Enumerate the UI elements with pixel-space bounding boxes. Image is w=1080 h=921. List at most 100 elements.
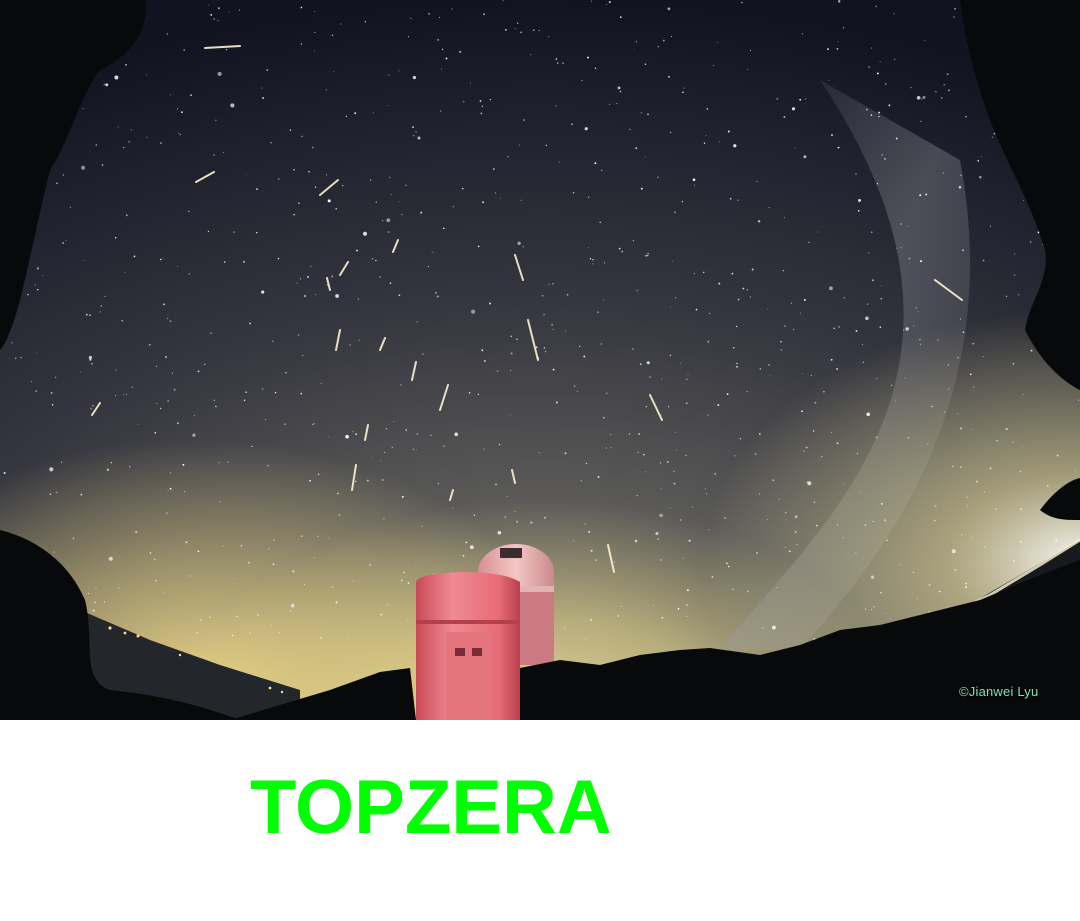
meteor-streak (607, 544, 615, 573)
star (293, 214, 295, 216)
star (133, 255, 136, 258)
star (790, 302, 793, 304)
star (632, 239, 635, 242)
star (661, 616, 664, 619)
star (223, 151, 225, 153)
star (707, 414, 709, 416)
star (767, 519, 769, 520)
star (726, 393, 729, 396)
photo-credit: ©Jianwei Lyu (959, 684, 1039, 699)
star (249, 632, 251, 634)
star (352, 431, 354, 433)
star (104, 295, 106, 298)
star (381, 479, 384, 481)
star (686, 378, 688, 380)
star (160, 258, 162, 261)
star (669, 354, 672, 357)
star (1028, 553, 1030, 555)
star (645, 471, 647, 473)
star (771, 625, 776, 630)
star (412, 75, 417, 80)
star (210, 14, 213, 16)
star (558, 161, 560, 163)
star (931, 405, 933, 408)
star (871, 231, 873, 233)
star (837, 146, 840, 149)
star (682, 91, 684, 94)
star (776, 97, 779, 100)
star (312, 423, 314, 426)
star (328, 436, 330, 438)
star (890, 384, 893, 387)
star (761, 626, 764, 629)
star (767, 363, 770, 366)
star (868, 252, 870, 254)
star (483, 13, 485, 15)
star (407, 36, 410, 38)
star (499, 197, 501, 199)
star (948, 388, 950, 390)
star (746, 289, 749, 291)
star (115, 369, 117, 371)
star (463, 100, 465, 103)
star (335, 207, 337, 210)
star (103, 601, 106, 603)
star (610, 447, 612, 449)
star (599, 221, 601, 223)
star (543, 347, 546, 349)
star (523, 119, 525, 122)
star (192, 433, 196, 437)
star (272, 563, 275, 566)
star (657, 538, 659, 540)
star (803, 155, 807, 159)
star (555, 105, 557, 107)
star (725, 562, 728, 565)
star (121, 319, 124, 322)
star (711, 575, 714, 578)
star (943, 411, 946, 413)
star (772, 479, 775, 482)
star (470, 82, 472, 84)
star (548, 36, 550, 38)
star (668, 76, 670, 78)
star (79, 371, 81, 373)
star (35, 352, 37, 354)
star (412, 126, 414, 129)
star (82, 107, 84, 109)
star (866, 303, 869, 305)
star (573, 540, 575, 542)
star (178, 132, 180, 134)
star (166, 33, 168, 35)
star (128, 141, 130, 143)
star (407, 582, 410, 585)
star (148, 343, 151, 346)
star (166, 512, 168, 514)
star (635, 41, 637, 43)
star (545, 144, 547, 147)
star (371, 457, 373, 459)
star (118, 587, 120, 590)
star (364, 21, 367, 23)
star (338, 514, 341, 516)
star (398, 70, 400, 72)
star (957, 356, 959, 359)
star (993, 132, 996, 135)
star (261, 87, 263, 89)
star (249, 322, 252, 325)
star (243, 399, 246, 402)
star (530, 521, 533, 524)
star (155, 579, 157, 582)
star (589, 258, 592, 260)
star (137, 423, 139, 425)
star (1018, 294, 1020, 296)
star (876, 183, 879, 185)
star (428, 265, 430, 268)
star (1019, 470, 1022, 473)
meteor-streak (511, 469, 516, 484)
star (960, 466, 962, 468)
star (272, 340, 274, 342)
star (757, 220, 761, 223)
star (1056, 454, 1059, 457)
star (233, 578, 235, 580)
star (801, 410, 803, 413)
